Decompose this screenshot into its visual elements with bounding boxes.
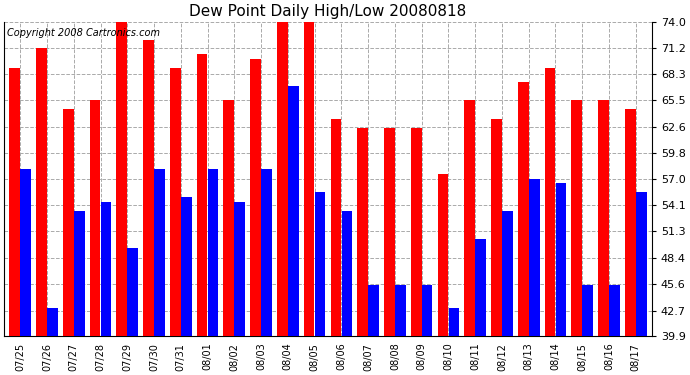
Bar: [101, 202, 111, 336]
Bar: [464, 100, 475, 336]
Bar: [448, 308, 460, 336]
Bar: [288, 86, 299, 336]
Bar: [36, 48, 47, 336]
Bar: [235, 202, 245, 336]
Bar: [144, 40, 154, 336]
Bar: [63, 110, 74, 336]
Title: Dew Point Daily High/Low 20080818: Dew Point Daily High/Low 20080818: [189, 4, 466, 19]
Bar: [304, 22, 315, 336]
Bar: [181, 197, 192, 336]
Bar: [331, 118, 342, 336]
Bar: [208, 170, 219, 336]
Bar: [117, 22, 127, 336]
Bar: [555, 183, 566, 336]
Bar: [154, 170, 165, 336]
Bar: [384, 128, 395, 336]
Bar: [544, 68, 555, 336]
Bar: [437, 174, 448, 336]
Bar: [609, 285, 620, 336]
Text: Copyright 2008 Cartronics.com: Copyright 2008 Cartronics.com: [8, 28, 160, 38]
Bar: [197, 54, 208, 336]
Bar: [395, 285, 406, 336]
Bar: [636, 192, 647, 336]
Bar: [224, 100, 234, 336]
Bar: [475, 238, 486, 336]
Bar: [90, 100, 100, 336]
Bar: [357, 128, 368, 336]
Bar: [315, 192, 326, 336]
Bar: [491, 118, 502, 336]
Bar: [262, 170, 272, 336]
Bar: [411, 128, 422, 336]
Bar: [277, 22, 288, 336]
Bar: [571, 100, 582, 336]
Bar: [128, 248, 138, 336]
Bar: [625, 110, 635, 336]
Bar: [368, 285, 379, 336]
Bar: [342, 211, 352, 336]
Bar: [74, 211, 85, 336]
Bar: [250, 58, 261, 336]
Bar: [10, 68, 20, 336]
Bar: [21, 170, 31, 336]
Bar: [598, 100, 609, 336]
Bar: [47, 308, 58, 336]
Bar: [582, 285, 593, 336]
Bar: [529, 178, 540, 336]
Bar: [170, 68, 181, 336]
Bar: [502, 211, 513, 336]
Bar: [518, 82, 529, 336]
Bar: [422, 285, 433, 336]
